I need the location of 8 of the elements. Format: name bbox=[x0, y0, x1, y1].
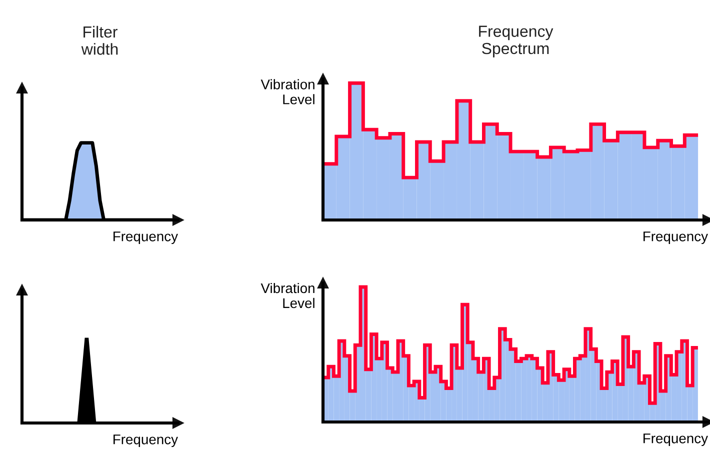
x-axis-title: Frequency bbox=[644, 434, 708, 446]
x-axis-title: Frequency bbox=[114, 232, 178, 244]
chart-title: Frequency Spectrum bbox=[479, 26, 554, 58]
y-axis-title: Vibration Level bbox=[260, 79, 314, 104]
y-axis-title: Vibration Level bbox=[260, 282, 314, 308]
chart-title: Filter width bbox=[81, 26, 118, 55]
x-axis-title: Frequency bbox=[644, 232, 708, 244]
x-axis-title: Frequency bbox=[114, 434, 178, 448]
